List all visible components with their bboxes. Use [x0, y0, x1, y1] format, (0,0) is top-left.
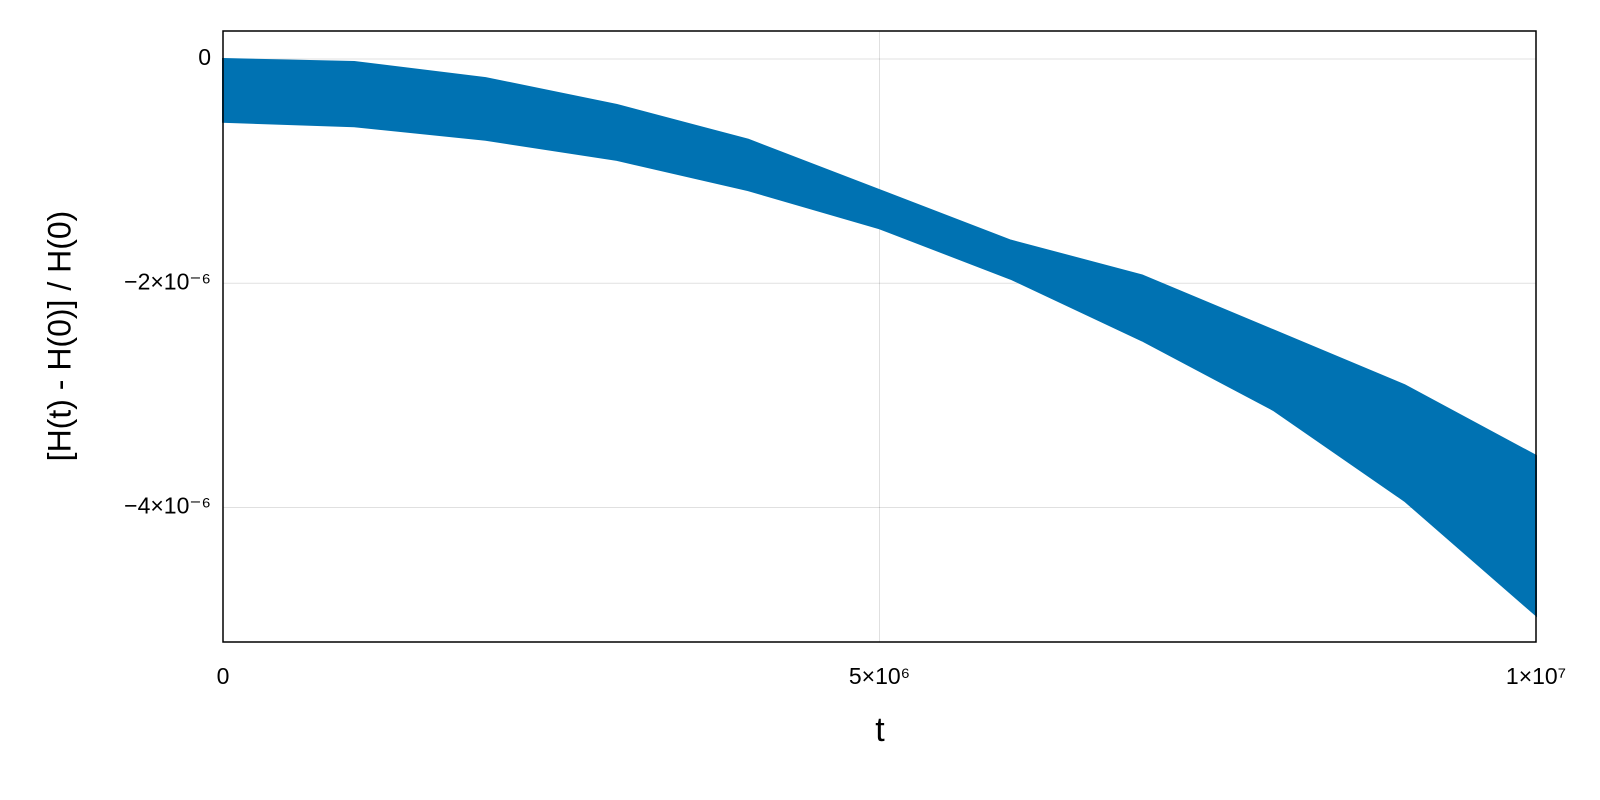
x-axis-label: t [875, 711, 885, 749]
plot-frame [222, 30, 1537, 643]
y-tick-label: −2×10⁻⁶ [124, 268, 211, 294]
x-tick-label: 5×10⁶ [849, 663, 910, 689]
y-axis-label: [H(t) - H(0)] / H(0) [41, 211, 77, 462]
y-tick-label: 0 [198, 44, 211, 70]
x-tick-label: 1×10⁷ [1506, 663, 1566, 689]
x-tick-label: 0 [217, 663, 230, 689]
y-tick-label: −4×10⁻⁶ [124, 493, 211, 519]
